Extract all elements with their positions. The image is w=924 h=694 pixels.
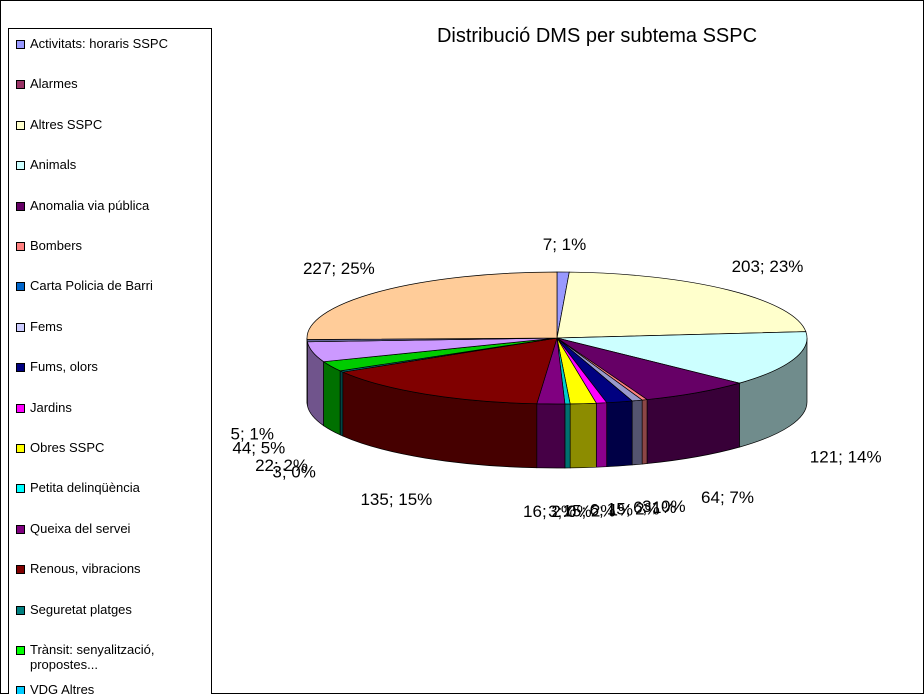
data-label: 3; 0%: [548, 502, 591, 521]
legend-item: Trànsit: senyalització, propostes...: [16, 642, 206, 672]
legend-swatch: [16, 403, 25, 413]
slice-side: [641, 399, 648, 465]
legend-item: Obres SSPC: [16, 440, 206, 455]
legend-label: Fums, olors: [30, 359, 98, 375]
legend-swatch: [16, 524, 25, 534]
slice: [556, 337, 741, 400]
data-label: 22; 2%: [255, 456, 308, 475]
slice-side: [569, 402, 597, 469]
legend: Activitats: horaris SSPC Alarmes Altres SS…: [8, 28, 212, 694]
legend-label: Altres SSPC: [30, 116, 103, 132]
legend-item: Activitats: horaris SSPC: [16, 36, 206, 51]
data-label: 121; 14%: [810, 447, 882, 466]
legend-item: Renous, vibracions: [16, 561, 206, 576]
legend-label: Activitats: horaris SSPC: [30, 36, 168, 51]
chart-title: Distribució DMS per subtema SSPC: [437, 25, 757, 47]
legend-swatch: [16, 565, 25, 575]
legend-swatch: [16, 80, 25, 90]
data-label: 227; 25%: [303, 259, 375, 278]
legend-swatch: [16, 120, 25, 130]
data-label: 16; 2%: [523, 502, 576, 521]
legend-swatch: [16, 363, 25, 373]
data-label: 3; 0%: [642, 497, 685, 516]
legend-swatch: [16, 201, 25, 211]
legend-label: Obres SSPC: [30, 440, 105, 455]
slice-side: [323, 361, 341, 436]
legend-swatch: [16, 242, 25, 251]
legend-item: Fums, olors: [16, 359, 206, 374]
legend-item: Seguretat platges: [16, 602, 206, 617]
legend-item: Bombers: [16, 238, 206, 253]
data-label: 3; 0%: [272, 462, 315, 481]
legend-item: Anomalia via pública: [16, 198, 206, 213]
legend-item: Altres SSPC: [16, 117, 206, 132]
legend-label: Bombers: [30, 238, 83, 253]
slice: [556, 331, 808, 384]
data-label: 135; 15%: [360, 490, 432, 509]
slice: [556, 271, 807, 339]
slice-side: [339, 370, 344, 437]
legend-item: Jardins: [16, 400, 206, 415]
data-label: 64; 7%: [701, 488, 754, 507]
data-label: 5; 1%: [231, 425, 274, 444]
legend-label: Fems: [30, 318, 63, 334]
slice-side: [564, 403, 571, 469]
legend-label: Anomalia via pública: [30, 197, 150, 213]
legend-label: Queixa del servei: [30, 520, 131, 536]
legend-item: VDG Altres: [16, 682, 206, 694]
legend-label: Alarmes: [30, 76, 78, 92]
data-label: 6; 1%: [633, 498, 676, 517]
legend-swatch: [16, 444, 25, 453]
slice-side: [631, 399, 643, 466]
legend-item: Queixa del servei: [16, 521, 206, 536]
legend-label: Jardins: [30, 399, 72, 415]
slice: [341, 337, 558, 405]
legend-swatch: [16, 322, 25, 332]
legend-swatch: [16, 605, 25, 615]
legend-swatch: [16, 282, 25, 292]
legend-label: Trànsit: senyalització, propostes...: [30, 642, 155, 672]
legend-swatch: [16, 161, 25, 171]
data-label: 44; 5%: [232, 438, 285, 457]
legend-item: Fems: [16, 319, 206, 334]
slice-side: [536, 403, 566, 469]
legend-label: Petita delinqüència: [30, 480, 140, 496]
legend-item: Alarmes: [16, 76, 206, 91]
data-label: 15; 2%: [607, 499, 660, 518]
slice-side: [606, 400, 633, 468]
legend-label: Renous, vibracions: [30, 561, 141, 577]
legend-swatch: [16, 646, 25, 655]
legend-label: Seguretat platges: [30, 601, 132, 617]
legend-item: Petita delinqüència: [16, 480, 206, 495]
legend-item: Animals: [16, 157, 206, 172]
slice: [306, 271, 558, 340]
legend-label: Carta Policia de Barri: [30, 278, 153, 294]
legend-swatch: [16, 40, 25, 49]
data-label: 7; 1%: [543, 235, 586, 254]
data-label: 15; 2%: [563, 502, 616, 521]
legend-label: Animals: [30, 157, 77, 173]
slice-side: [595, 402, 608, 468]
legend-swatch: [16, 686, 25, 694]
legend-item: Carta Policia de Barri: [16, 278, 206, 293]
data-label: 6; 1%: [590, 501, 633, 520]
data-label: 203; 23%: [732, 257, 804, 276]
legend-label: VDG Altres: [30, 682, 95, 694]
legend-swatch: [16, 484, 25, 494]
